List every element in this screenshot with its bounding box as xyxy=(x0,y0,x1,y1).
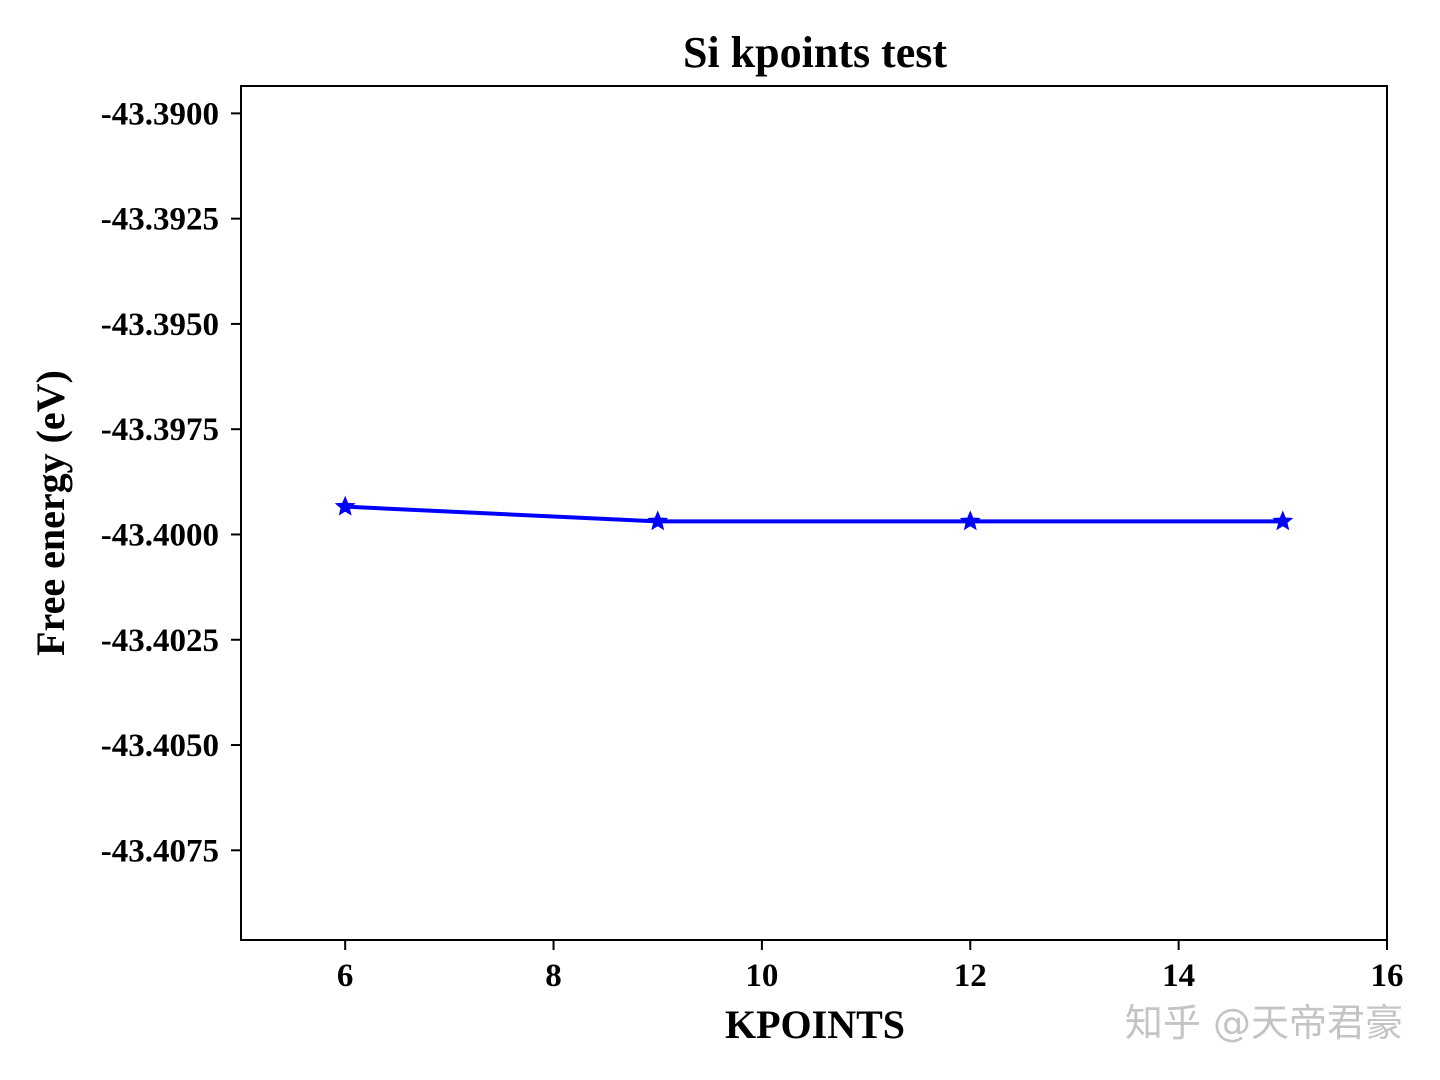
watermark: 知乎 @天帝君豪 xyxy=(1125,1001,1403,1045)
x-axis-label: KPOINTS xyxy=(725,1002,905,1047)
x-tick-label: 6 xyxy=(337,958,354,994)
data-point-marker xyxy=(1272,510,1294,531)
x-tick-label: 10 xyxy=(745,958,778,994)
x-tick-label: 12 xyxy=(954,958,987,994)
x-tick-label: 16 xyxy=(1371,958,1404,994)
data-point-marker xyxy=(647,510,669,531)
chart-title: Si kpoints test xyxy=(683,28,947,77)
y-axis: -43.3900 -43.3925 -43.3950 -43.3975 -43.4000… xyxy=(101,96,241,869)
data-point-marker xyxy=(959,510,981,531)
plot-area xyxy=(240,85,1388,941)
x-axis: 6 8 10 12 14 16 xyxy=(337,940,1404,994)
y-tick-label: -43.3975 xyxy=(101,412,219,448)
data-point-marker xyxy=(334,495,356,516)
y-tick-label: -43.4075 xyxy=(101,833,219,869)
x-tick-label: 8 xyxy=(545,958,562,994)
y-tick-label: -43.4025 xyxy=(101,623,219,659)
y-tick-label: -43.3925 xyxy=(101,202,219,238)
series-line xyxy=(343,504,1285,524)
y-tick-label: -43.4000 xyxy=(101,517,219,553)
y-axis-label: Free energy (eV) xyxy=(28,370,73,656)
x-tick-label: 14 xyxy=(1162,958,1195,994)
series-group xyxy=(334,495,1294,531)
y-tick-label: -43.3900 xyxy=(101,96,219,132)
y-tick-label: -43.3950 xyxy=(101,307,219,343)
y-tick-label: -43.4050 xyxy=(101,728,219,764)
